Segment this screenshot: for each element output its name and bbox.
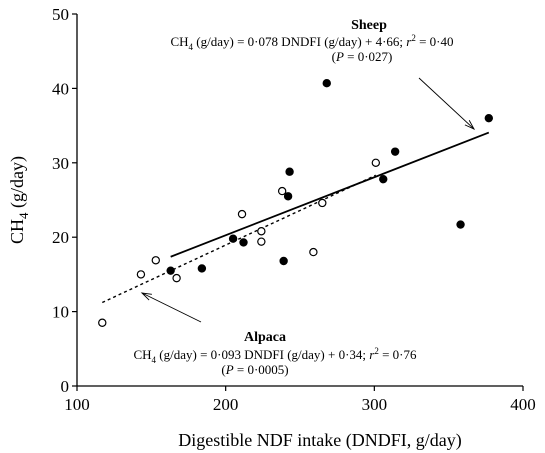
y-tick-label: 50 — [52, 5, 69, 24]
alpaca-annotation-title: Alpaca — [244, 330, 286, 345]
sheep-point — [197, 264, 207, 273]
alpaca-point — [151, 256, 160, 265]
sheep-point — [283, 192, 293, 201]
sheep-point — [228, 234, 238, 243]
alpaca-point — [277, 186, 287, 196]
alpaca-point — [318, 198, 327, 208]
alpaca-point — [98, 318, 107, 327]
y-tick-label: 20 — [52, 228, 69, 247]
sheep-point — [379, 174, 388, 184]
y-tick-label: 30 — [52, 154, 69, 173]
alpaca-point — [237, 209, 247, 219]
sheep-point — [322, 78, 331, 88]
alpaca-point — [257, 227, 266, 236]
sheep-p-value: (P = 0·027) — [332, 49, 393, 64]
alpaca-point — [172, 273, 181, 283]
x-axis-title: Digestible NDF intake (DNDFI, g/day) — [178, 430, 461, 451]
sheep-point — [239, 238, 248, 247]
x-tick-label: 100 — [64, 395, 90, 414]
x-tick-label: 200 — [213, 395, 239, 414]
sheep-point — [456, 220, 465, 229]
alpaca-equation: CH4 (g/day) = 0·093 DNDFI (g/day) + 0·34… — [133, 346, 417, 365]
alpaca-annotation: Alpaca CH4 (g/day) = 0·093 DNDFI (g/day)… — [133, 330, 417, 377]
y-tick-label: 10 — [52, 303, 69, 322]
y-axis-title: CH4 (g/day) — [7, 156, 31, 244]
sheep-annotation-arrow-head — [464, 120, 476, 130]
alpaca-point — [309, 247, 318, 257]
sheep-equation: CH4 (g/day) = 0·078 DNDFI (g/day) + 4·66… — [170, 33, 453, 52]
alpaca-point — [136, 270, 146, 279]
sheep-point — [484, 113, 494, 123]
y-tick-label: 0 — [61, 377, 70, 396]
alpaca-p-value: (P = 0·0005) — [221, 362, 288, 377]
sheep-regression-line — [170, 131, 490, 258]
fit-lines — [101, 131, 490, 304]
data-points — [98, 78, 494, 327]
sheep-annotation-arrow — [418, 77, 475, 130]
alpaca-annotation-arrow-head — [140, 292, 152, 301]
alpaca-regression-line — [101, 174, 377, 304]
x-tick-label: 400 — [510, 395, 536, 414]
sheep-point — [166, 266, 175, 275]
alpaca-annotation-arrow — [141, 292, 202, 323]
sheep-point — [279, 256, 288, 266]
sheep-point — [390, 147, 400, 156]
annotation-arrows — [140, 77, 476, 323]
sheep-point — [285, 167, 294, 176]
alpaca-point — [257, 237, 266, 246]
plot-axes: 0 10 20 30 40 50 100 200 300 400 — [52, 5, 536, 414]
sheep-annotation: Sheep CH4 (g/day) = 0·078 DNDFI (g/day) … — [170, 18, 453, 64]
alpaca-point — [371, 158, 381, 167]
y-tick-label: 40 — [52, 79, 69, 98]
x-tick-label: 300 — [362, 395, 388, 414]
sheep-annotation-title: Sheep — [351, 18, 387, 33]
